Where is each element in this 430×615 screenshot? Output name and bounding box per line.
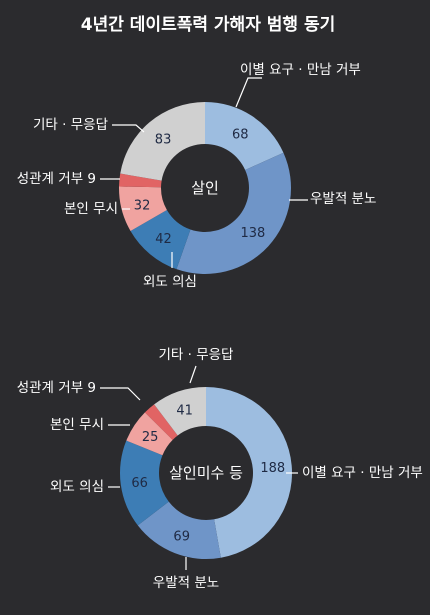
category-label-이별-요구-만남-거부: 이별 요구 · 만남 거부 [302,465,423,481]
category-label-성관계-거부-9: 성관계 거부 9 [17,171,96,187]
value-label-1-6: 83 [155,132,172,147]
value-label-1-2: 138 [240,226,265,241]
category-label-우발적-분노: 우발적 분노 [310,191,376,207]
category-label-본인-무시: 본인 무시 [64,201,118,217]
donut-slice-2-2 [137,501,221,560]
category-label-외도-의심: 외도 의심 [50,479,104,495]
chart-title: 4년간 데이트폭력 가해자 범행 동기 [81,15,335,35]
donut-slice-2-5 [144,404,178,440]
category-label-외도-의심: 외도 의심 [143,274,197,290]
value-label-2-1: 188 [260,461,285,476]
category-label-이별-요구-만남-거부: 이별 요구 · 만남 거부 [240,62,361,78]
donut-slice-1-1 [205,102,284,170]
value-label-2-3: 66 [131,476,148,491]
category-label-기타-무응답: 기타 · 무응답 [159,347,234,363]
donut-center-label-2: 살인미수 등 [169,464,243,482]
value-label-2-4: 25 [142,430,159,445]
donut-slice-2-1 [206,387,292,558]
category-label-본인-무시: 본인 무시 [50,417,104,433]
donut-slice-2-4 [126,412,173,456]
donut-slice-1-3 [130,210,191,270]
donut-slice-1-4 [119,186,167,231]
category-label-우발적-분노: 우발적 분노 [153,575,219,591]
value-label-1-4: 32 [134,198,151,213]
category-label-기타-무응답: 기타 · 무응답 [33,117,108,133]
donut-chart-2: 188 이별 요구 · 만남 거부 69 우발적 분노 66 외도 의심 25 본인 무시 성관… [17,347,423,591]
donut-chart-1: 68 이별 요구 · 만남 거부 138 우발적 분노 42 외도 의심 32 본인 무시 성관… [17,62,377,290]
value-label-1-3: 42 [155,232,172,247]
donut-slice-1-6 [120,102,205,181]
donut-center-label-1: 살인 [191,179,219,197]
leader-line-2-6 [189,365,197,384]
leader-line-1-6 [112,124,145,133]
donut-slice-1-2 [176,152,291,274]
donut-slice-2-3 [119,440,169,526]
category-label-성관계-거부-9: 성관계 거부 9 [17,380,96,396]
leader-line-2-5 [100,387,141,401]
donut-slice-1-5 [119,173,162,188]
value-label-1-1: 68 [232,127,249,142]
value-label-2-2: 69 [173,529,190,544]
value-label-2-6: 41 [176,403,193,418]
leader-line-1-1 [235,77,262,108]
donut-slice-2-6 [154,387,206,436]
